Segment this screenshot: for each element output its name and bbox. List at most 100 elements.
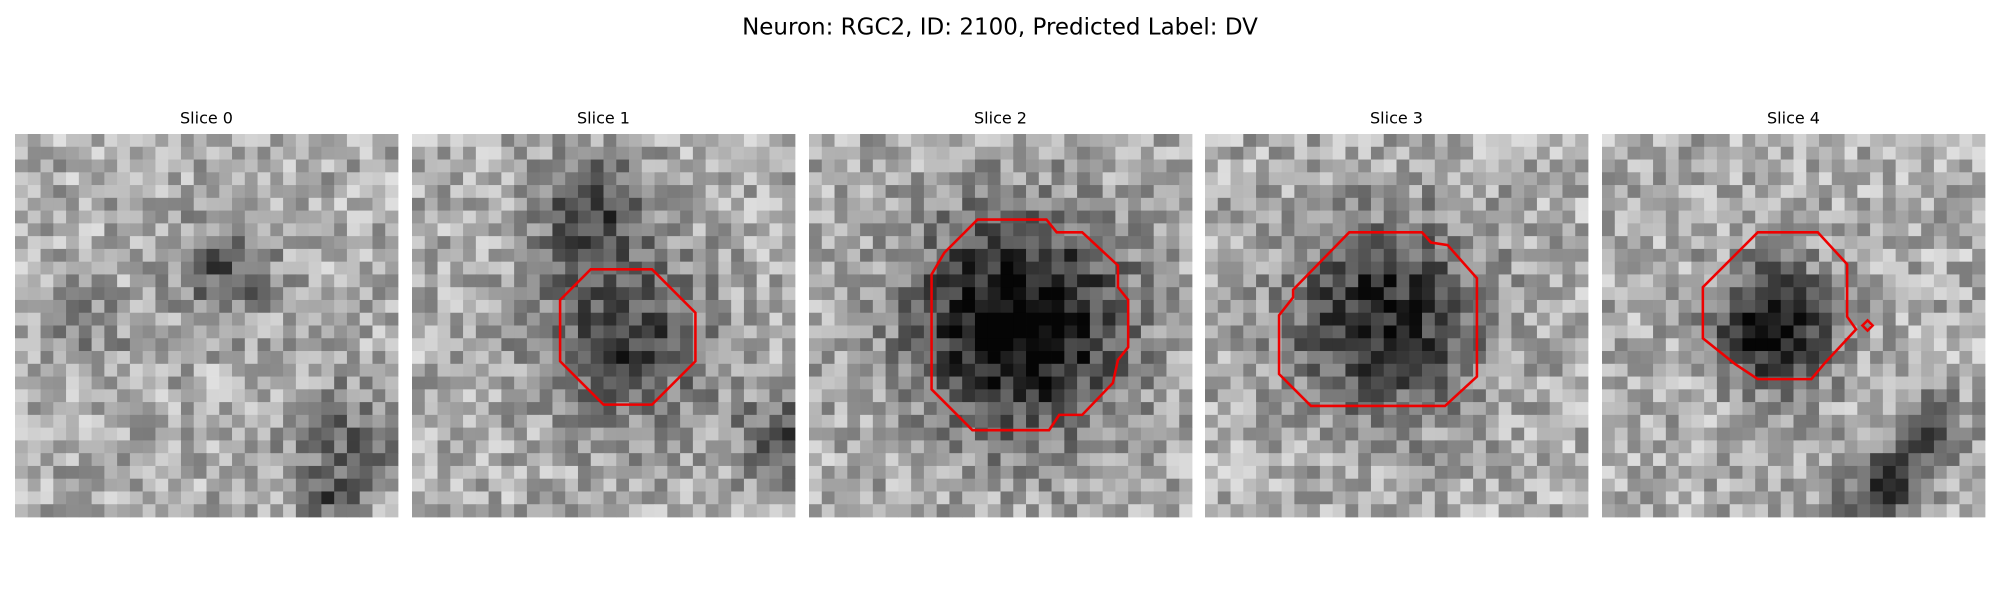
pixel xyxy=(1319,223,1334,237)
pixel xyxy=(1473,402,1487,416)
pixel xyxy=(1562,146,1576,160)
pixel xyxy=(450,146,464,160)
pixel xyxy=(1422,261,1436,275)
pixel xyxy=(129,440,144,454)
pixel xyxy=(1370,363,1385,377)
pixel xyxy=(1383,185,1397,199)
pixel xyxy=(1511,185,1525,199)
pixel xyxy=(283,427,297,441)
pixel xyxy=(372,197,386,211)
pixel xyxy=(1460,453,1474,467)
pixel xyxy=(1064,427,1078,441)
pixel xyxy=(1332,351,1346,365)
pixel xyxy=(1447,491,1461,505)
pixel xyxy=(1294,453,1308,467)
pixel xyxy=(1205,376,1219,390)
pixel xyxy=(321,376,335,390)
pixel xyxy=(372,236,386,250)
pixel xyxy=(923,197,938,211)
pixel xyxy=(1536,414,1551,429)
pixel xyxy=(1882,261,1897,275)
pixel xyxy=(104,338,118,352)
pixel xyxy=(1972,223,1986,237)
pixel xyxy=(809,146,823,160)
pixel xyxy=(1908,465,1922,480)
pixel xyxy=(257,351,271,365)
pixel xyxy=(1933,312,1948,326)
pixel xyxy=(1602,427,1616,441)
pixel xyxy=(821,236,835,250)
pixel xyxy=(809,351,823,365)
pixel xyxy=(437,223,451,237)
pixel xyxy=(590,299,604,314)
pixel xyxy=(834,389,848,403)
pixel xyxy=(1806,504,1820,518)
pixel xyxy=(295,389,310,403)
pixel xyxy=(949,146,963,160)
pixel xyxy=(834,299,848,314)
pixel xyxy=(731,223,745,237)
pixel xyxy=(1575,223,1589,237)
pixel xyxy=(1602,351,1616,365)
pixel xyxy=(1345,338,1359,352)
pixel xyxy=(129,402,144,416)
pixel xyxy=(1882,376,1897,390)
pixel xyxy=(590,338,604,352)
pixel xyxy=(334,134,348,148)
pixel xyxy=(552,414,566,429)
pixel xyxy=(1115,427,1129,441)
pixel xyxy=(1000,504,1014,518)
pixel xyxy=(1602,134,1616,148)
pixel xyxy=(1614,223,1628,237)
pixel xyxy=(1806,299,1820,314)
pixel xyxy=(654,351,668,365)
pixel xyxy=(1064,210,1078,224)
pixel xyxy=(552,478,566,492)
pixel xyxy=(155,440,169,454)
pixel xyxy=(1921,210,1935,224)
pixel xyxy=(834,159,848,173)
pixel xyxy=(424,299,438,314)
pixel xyxy=(1549,402,1563,416)
pixel xyxy=(385,453,399,467)
pixel xyxy=(718,338,732,352)
pixel xyxy=(1281,325,1295,339)
pixel xyxy=(437,504,451,518)
pixel xyxy=(526,197,541,211)
pixel xyxy=(1704,185,1718,199)
pixel xyxy=(1128,236,1142,250)
pixel xyxy=(1422,325,1436,339)
pixel xyxy=(1857,159,1871,173)
pixel xyxy=(769,453,783,467)
pixel xyxy=(1908,338,1922,352)
pixel xyxy=(1793,389,1807,403)
pixel xyxy=(834,453,848,467)
pixel xyxy=(1549,261,1563,275)
pixel xyxy=(206,172,220,186)
pixel xyxy=(91,299,105,314)
pixel xyxy=(1281,261,1295,275)
pixel xyxy=(1140,274,1155,288)
pixel xyxy=(1729,325,1743,339)
pixel xyxy=(334,248,348,263)
pixel xyxy=(1536,134,1551,148)
pixel xyxy=(1115,159,1129,173)
pixel xyxy=(40,504,54,518)
pixel xyxy=(821,146,835,160)
pixel xyxy=(450,172,464,186)
pixel xyxy=(1205,172,1219,186)
pixel xyxy=(1729,465,1743,480)
pixel xyxy=(1422,478,1436,492)
pixel xyxy=(1806,287,1820,301)
pixel xyxy=(1716,325,1731,339)
pixel xyxy=(1256,159,1270,173)
pixel xyxy=(705,427,719,441)
pixel xyxy=(1038,465,1052,480)
pixel xyxy=(1179,197,1193,211)
pixel xyxy=(1716,351,1731,365)
pixel xyxy=(129,376,144,390)
pixel xyxy=(1140,185,1155,199)
pixel xyxy=(359,440,373,454)
pixel xyxy=(565,478,579,492)
pixel xyxy=(104,504,118,518)
